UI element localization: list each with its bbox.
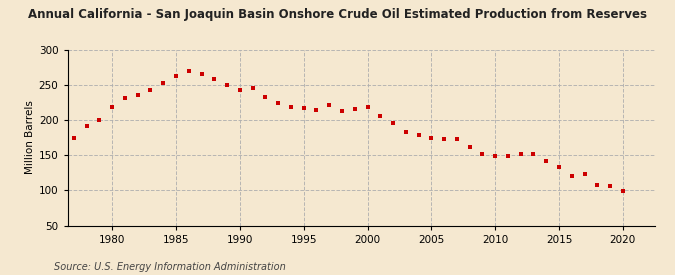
- Point: [81, 124, 92, 128]
- Point: [196, 72, 207, 76]
- Point: [209, 77, 219, 81]
- Point: [107, 104, 117, 109]
- Point: [579, 172, 590, 176]
- Point: [426, 135, 437, 140]
- Point: [375, 114, 385, 119]
- Point: [119, 96, 130, 100]
- Point: [439, 137, 450, 141]
- Point: [311, 108, 322, 112]
- Point: [260, 95, 271, 100]
- Point: [145, 88, 156, 92]
- Point: [234, 87, 245, 92]
- Point: [221, 83, 232, 88]
- Point: [528, 152, 539, 156]
- Text: Annual California - San Joaquin Basin Onshore Crude Oil Estimated Production fro: Annual California - San Joaquin Basin On…: [28, 8, 647, 21]
- Point: [286, 104, 296, 109]
- Point: [515, 152, 526, 156]
- Text: Source: U.S. Energy Information Administration: Source: U.S. Energy Information Administ…: [54, 262, 286, 272]
- Point: [592, 183, 603, 187]
- Point: [324, 103, 335, 107]
- Point: [618, 189, 628, 193]
- Point: [566, 173, 577, 178]
- Point: [273, 101, 284, 105]
- Point: [247, 86, 258, 90]
- Point: [387, 120, 398, 125]
- Point: [337, 109, 348, 113]
- Point: [541, 159, 551, 164]
- Point: [490, 154, 501, 158]
- Y-axis label: Million Barrels: Million Barrels: [24, 101, 34, 174]
- Point: [477, 152, 488, 156]
- Point: [132, 92, 143, 97]
- Point: [68, 136, 79, 141]
- Point: [452, 137, 462, 141]
- Point: [502, 154, 513, 158]
- Point: [158, 80, 169, 85]
- Point: [554, 165, 564, 169]
- Point: [171, 74, 182, 78]
- Point: [400, 130, 411, 134]
- Point: [184, 68, 194, 73]
- Point: [362, 105, 373, 109]
- Point: [298, 106, 309, 110]
- Point: [94, 118, 105, 122]
- Point: [464, 145, 475, 150]
- Point: [605, 184, 616, 188]
- Point: [413, 133, 424, 138]
- Point: [350, 107, 360, 112]
